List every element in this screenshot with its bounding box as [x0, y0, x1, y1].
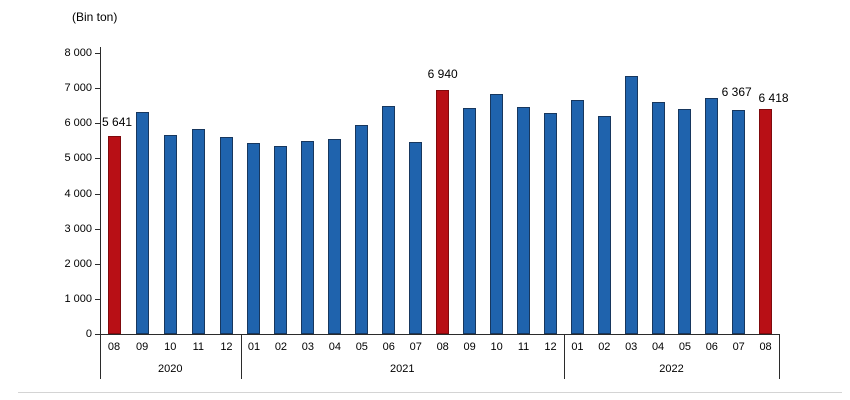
x-axis-label-2021-05: 05 [355, 341, 368, 353]
bar-2020-10 [163, 134, 177, 334]
bar-2022-08 [759, 108, 773, 334]
x-axis-line [100, 334, 780, 335]
bar-2022-04 [651, 102, 665, 334]
bar-2021-12 [544, 113, 558, 334]
data-label-2022-08: 6 418 [758, 90, 789, 105]
x-axis-label-2022-01: 01 [571, 341, 584, 353]
year-label-2020: 2020 [158, 363, 183, 375]
y-axis-tick [95, 193, 100, 195]
y-axis-tick-label: 5 000 [64, 152, 92, 165]
x-axis-label-2022-03: 03 [625, 341, 638, 353]
bar-2021-03 [301, 140, 315, 334]
bar-2021-09 [463, 108, 477, 334]
page-bottom-edge [18, 392, 842, 393]
x-axis-label-2022-04: 04 [651, 341, 665, 353]
x-axis-label-2021-04: 04 [328, 341, 341, 353]
bar-2021-07 [409, 142, 423, 334]
x-axis-label-2022-02: 02 [598, 341, 611, 353]
y-axis-tick [95, 263, 100, 265]
year-group-divider [100, 334, 101, 379]
bar-2021-05 [355, 125, 369, 334]
x-axis-label-2021-09: 09 [463, 341, 476, 353]
y-axis-tick [95, 158, 100, 160]
bar-2021-02 [274, 146, 288, 334]
y-axis-tick-label: 3 000 [64, 222, 92, 235]
y-axis-line [100, 47, 101, 334]
bar-2021-06 [382, 105, 396, 334]
year-label-2022: 2022 [659, 363, 684, 375]
x-axis-label-2020-10: 10 [164, 341, 177, 353]
y-axis-tick [95, 88, 100, 90]
x-axis-label-2022-08: 08 [759, 341, 772, 353]
x-axis-label-2021-03: 03 [301, 341, 315, 353]
bar-2021-10 [490, 94, 504, 334]
x-axis-label-2020-08: 08 [107, 341, 121, 353]
bar-2022-05 [678, 109, 692, 334]
year-group-divider [779, 334, 780, 379]
x-axis-label-2020-12: 12 [220, 341, 233, 353]
y-axis-tick-label: 6 000 [64, 117, 92, 130]
bar-2021-11 [517, 107, 531, 334]
x-axis-label-2021-07: 07 [409, 341, 422, 353]
x-axis-label-2021-12: 12 [544, 341, 557, 353]
y-axis-tick-label: 7 000 [64, 82, 92, 95]
bar-2021-04 [328, 139, 342, 334]
x-axis-label-2021-08: 08 [436, 341, 449, 353]
bar-2020-09 [135, 112, 149, 334]
bar-2022-02 [597, 115, 611, 334]
bar-2020-08 [107, 135, 121, 334]
bar-2021-08 [436, 90, 450, 334]
y-axis-tick [95, 228, 100, 230]
y-axis-tick-label: 1 000 [64, 292, 92, 305]
x-axis-label-2021-11: 11 [517, 341, 530, 353]
y-axis-tick-label: 2 000 [64, 257, 92, 270]
x-axis-label-2020-11: 11 [192, 341, 205, 353]
x-axis-label-2020-09: 09 [136, 341, 149, 353]
bar-2020-12 [219, 137, 233, 334]
bar-2022-07 [732, 110, 746, 334]
x-axis-label-2021-06: 06 [382, 341, 395, 353]
x-axis-label-2022-06: 06 [705, 341, 718, 353]
bar-2022-01 [570, 100, 584, 334]
y-axis-tick-label: 8 000 [64, 47, 92, 59]
y-axis-tick [95, 334, 100, 335]
y-axis-tick-label: 4 000 [64, 187, 92, 200]
x-axis-label-2022-05: 05 [678, 341, 692, 353]
y-axis-tick [95, 53, 100, 54]
bar-2022-03 [624, 75, 638, 334]
data-label-2021-08: 6 940 [427, 67, 458, 82]
year-group-divider [240, 334, 242, 379]
x-axis-label-2021-10: 10 [490, 341, 503, 353]
x-axis-label-2022-07: 07 [732, 341, 745, 353]
data-label-2022-07: 6 367 [721, 85, 752, 100]
x-axis-label-2021-02: 02 [274, 341, 288, 353]
bar-2020-11 [191, 128, 205, 334]
y-axis-tick [95, 298, 100, 300]
x-axis-label-2021-01: 01 [247, 341, 261, 353]
y-axis-tick-label: 0 [85, 328, 92, 340]
year-group-divider [564, 334, 565, 379]
year-label-2021: 2021 [390, 363, 415, 375]
y-axis-tick [95, 123, 100, 125]
bar-2022-06 [705, 97, 719, 334]
bar-2021-01 [247, 142, 261, 334]
axis-unit-label: (Bin ton) [72, 10, 118, 24]
data-label-2020-08: 5 641 [102, 114, 133, 129]
